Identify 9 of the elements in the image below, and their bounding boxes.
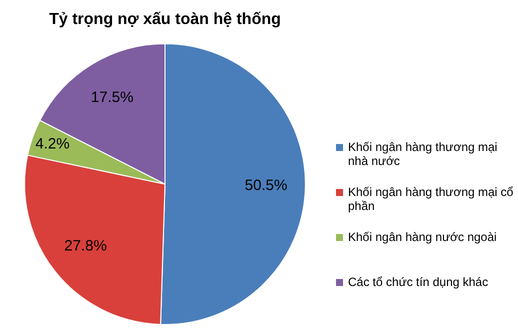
chart-title: Tỷ trọng nợ xấu toàn hệ thống: [49, 11, 281, 28]
data-label: 4.2%: [35, 136, 70, 153]
legend-label: Khối ngân hàng nước ngoài: [348, 230, 497, 244]
legend-label: Các tổ chức tín dụng khác: [348, 275, 488, 289]
legend-label: Khối ngân hàng thương mại nhà nước: [348, 140, 498, 168]
data-label: 27.8%: [64, 238, 107, 255]
data-label: 50.5%: [244, 176, 288, 194]
data-label: 17.5%: [90, 89, 134, 106]
legend-label: Khối ngân hàng thương mại cổ phần: [348, 185, 514, 213]
